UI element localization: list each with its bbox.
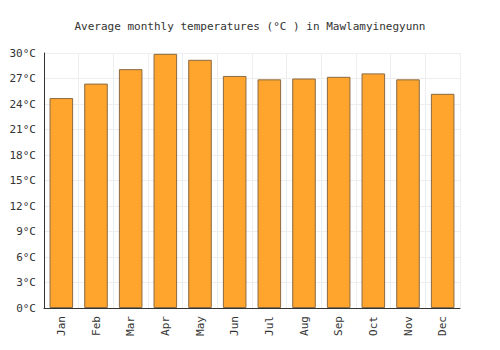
svg-text:Mar: Mar: [124, 316, 137, 336]
svg-text:Feb: Feb: [90, 316, 103, 336]
svg-text:Nov: Nov: [402, 316, 415, 336]
svg-text:Dec: Dec: [436, 316, 449, 336]
svg-text:Jun: Jun: [228, 316, 241, 336]
svg-text:6°C: 6°C: [16, 251, 36, 264]
svg-text:Jan: Jan: [55, 316, 68, 336]
svg-text:12°C: 12°C: [10, 200, 37, 213]
svg-text:21°C: 21°C: [10, 123, 37, 136]
svg-text:Oct: Oct: [367, 316, 380, 336]
svg-text:Jul: Jul: [263, 316, 276, 336]
svg-text:Sep: Sep: [332, 316, 345, 336]
svg-text:15°C: 15°C: [10, 174, 37, 187]
svg-text:0°C: 0°C: [16, 302, 36, 315]
svg-text:9°C: 9°C: [16, 225, 36, 238]
svg-text:Average monthly temperatures (: Average monthly temperatures (°C ) in Ma…: [75, 20, 426, 33]
svg-text:18°C: 18°C: [10, 149, 37, 162]
svg-text:May: May: [194, 316, 207, 336]
svg-text:24°C: 24°C: [10, 98, 37, 111]
svg-text:27°C: 27°C: [10, 72, 37, 85]
svg-text:Aug: Aug: [298, 316, 311, 336]
svg-text:Apr: Apr: [159, 316, 172, 336]
svg-text:30°C: 30°C: [10, 47, 37, 60]
svg-text:3°C: 3°C: [16, 276, 36, 289]
